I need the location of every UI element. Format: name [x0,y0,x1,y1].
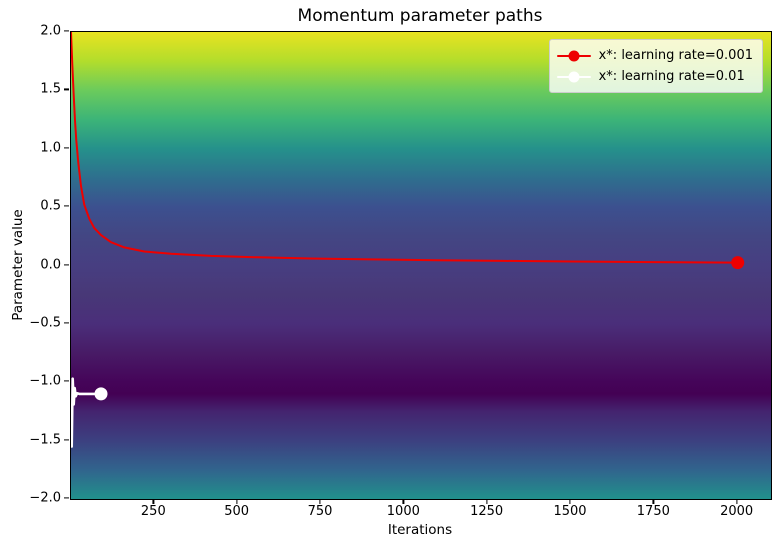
x-tick-label: 500 [224,504,250,519]
y-tick-label: −1.5 [29,432,61,448]
series-end-marker-1 [94,387,108,401]
y-tick-mark [64,322,69,324]
x-tick-label: 1750 [636,504,670,519]
legend: x*: learning rate=0.001 x*: learning rate… [548,39,763,93]
y-tick-label: 2.0 [40,23,61,39]
x-tick-label: 1500 [553,504,587,519]
series-end-marker-0 [731,256,745,270]
y-tick-label: 1.5 [40,81,61,97]
legend-marker-dot [568,71,580,82]
x-tick-mark [152,499,154,504]
x-tick-mark [486,499,488,504]
y-tick-label: 0.5 [40,198,61,214]
x-tick-mark [652,499,654,504]
y-tick-mark [64,380,69,382]
legend-marker-dot [568,50,580,61]
series-lines-svg [71,32,745,448]
legend-label: x*: learning rate=0.01 [598,69,745,84]
x-tick-label: 1000 [386,504,420,519]
x-tick-mark [569,499,571,504]
x-tick-mark [319,499,321,504]
x-tick-mark [236,499,238,504]
x-tick-label: 250 [140,504,166,519]
y-tick-label: −0.5 [29,315,61,331]
chart-title: Momentum parameter paths [297,6,543,26]
y-tick-label: 1.0 [40,140,61,156]
y-tick-mark [64,88,69,90]
x-axis-label: Iterations [387,522,453,538]
x-tick-label: 1250 [470,504,504,519]
legend-label: x*: learning rate=0.001 [598,48,753,63]
plot-area [70,31,772,500]
x-tick-mark [402,499,404,504]
y-tick-label: −1.0 [29,373,61,389]
y-tick-label: 0.0 [40,257,61,272]
y-tick-mark [64,263,69,266]
legend-line-marker-icon [556,70,591,84]
x-tick-label: 750 [307,504,333,519]
x-tick-label: 2000 [720,504,754,519]
legend-entry-0: x*: learning rate=0.001 [556,45,753,66]
y-tick-mark [64,439,69,441]
x-tick-mark [736,499,738,504]
y-tick-label: −2.0 [29,490,61,506]
y-tick-mark [64,30,69,32]
y-tick-mark [64,497,69,499]
y-tick-mark [64,147,69,149]
legend-entry-1: x*: learning rate=0.01 [556,66,753,87]
series-line-1 [71,377,103,448]
series-line-0 [71,32,739,264]
legend-line-marker-icon [556,49,591,63]
y-tick-mark [64,205,69,207]
